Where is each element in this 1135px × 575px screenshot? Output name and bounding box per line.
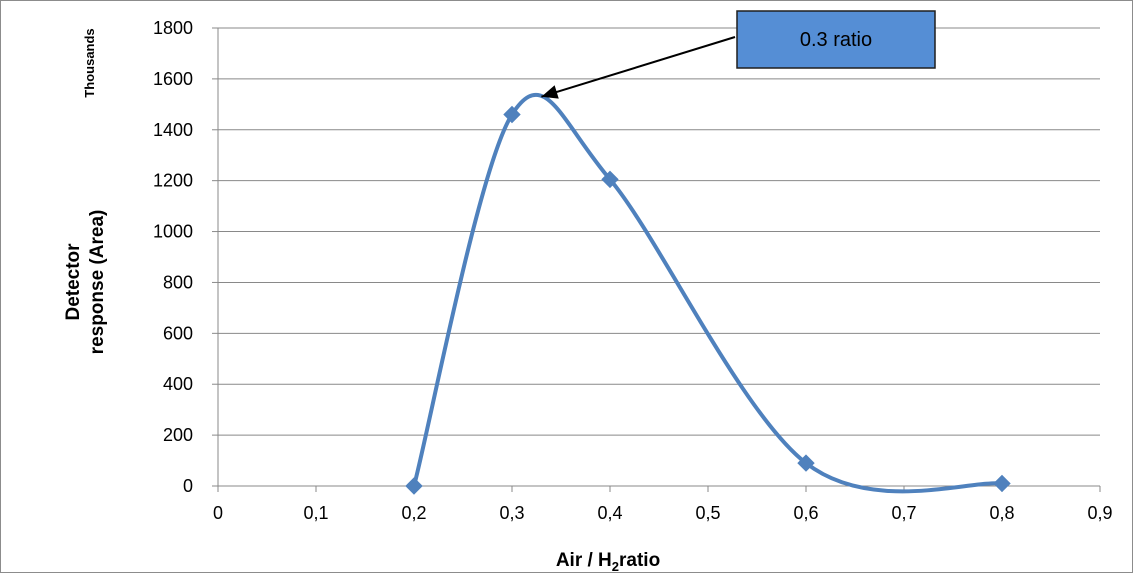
data-point-marker <box>601 170 619 189</box>
series-detector-response <box>412 92 1004 494</box>
annotation-arrow-head <box>541 85 559 99</box>
x-axis-title-subscript: 2 <box>612 559 619 574</box>
y-tick-label: 1200 <box>153 171 193 191</box>
data-point-marker <box>993 474 1011 493</box>
x-tick-label: 0,9 <box>1087 503 1112 523</box>
x-tick-label: 0 <box>213 503 223 523</box>
y-tick-label: 1000 <box>153 222 193 242</box>
x-tick-label: 0,2 <box>401 503 426 523</box>
x-tick-label: 0,5 <box>695 503 720 523</box>
data-point-marker <box>503 105 521 124</box>
y-tick-label: 600 <box>163 323 193 343</box>
y-tick-label: 200 <box>163 425 193 445</box>
y-unit-label: Thousands <box>82 28 97 97</box>
y-tick-label: 1400 <box>153 120 193 140</box>
x-axis-title: Air / H2ratio <box>556 550 660 574</box>
x-axis-title-main: Air / H <box>556 550 612 571</box>
gridlines <box>218 27 1100 436</box>
data-point-marker <box>797 454 815 472</box>
y-tick-label: 1600 <box>153 69 193 89</box>
series-line <box>412 92 1004 494</box>
y-tick-label: 0 <box>183 476 193 496</box>
y-axis-title-line2: response (Area) <box>87 210 108 355</box>
annotation-box <box>736 10 936 69</box>
data-point-marker <box>405 477 423 495</box>
annotation-arrow <box>541 36 736 98</box>
x-tick-labels: 0 0,1 0,2 0,3 0,4 0,5 0,6 0,7 0,8 0,9 <box>213 503 1113 523</box>
x-tick-label: 0,1 <box>303 503 328 523</box>
y-tick-labels: 0 200 400 600 800 1000 1200 1400 1600 1800 <box>153 18 193 496</box>
data-markers <box>405 105 1011 495</box>
annotation-callout: 0.3 ratio <box>541 10 936 99</box>
x-tick-label: 0,7 <box>891 503 916 523</box>
x-tick-label: 0,4 <box>597 503 622 523</box>
y-tick-label: 1800 <box>153 18 193 38</box>
x-tick-label: 0,3 <box>499 503 524 523</box>
y-tick-label: 400 <box>163 374 193 394</box>
y-axis-title-line1: Detector <box>63 243 84 321</box>
annotation-text: 0.3 ratio <box>800 29 872 51</box>
axes <box>212 27 1101 492</box>
x-tick-label: 0,8 <box>989 503 1014 523</box>
x-axis-title-tail: ratio <box>619 550 660 571</box>
y-tick-label: 800 <box>163 272 193 292</box>
x-tick-label: 0,6 <box>793 503 818 523</box>
